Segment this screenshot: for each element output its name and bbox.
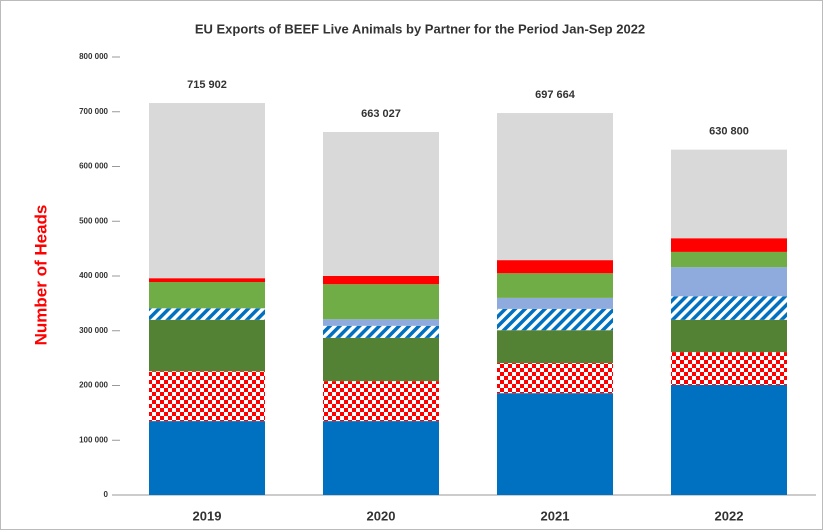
- bar-segment: [149, 103, 265, 279]
- bar-segment: [497, 113, 613, 261]
- bar-segment: [323, 319, 439, 326]
- bar-segment: [497, 330, 613, 364]
- chart-title: EU Exports of BEEF Live Animals by Partn…: [195, 21, 645, 36]
- y-tick-label: 200 000: [79, 381, 108, 390]
- bar-segment: [671, 296, 787, 320]
- bar-segment: [671, 352, 787, 385]
- bar-segment: [671, 149, 787, 239]
- bar-segment: [497, 273, 613, 298]
- total-label: 697 664: [535, 89, 576, 101]
- bar-segment: [497, 297, 613, 309]
- bar-segment: [149, 282, 265, 309]
- y-tick-label: 500 000: [79, 216, 108, 225]
- bar-segment: [149, 278, 265, 283]
- bar-segment: [323, 325, 439, 338]
- bar-segment: [149, 308, 265, 320]
- bar-segment: [323, 131, 439, 276]
- y-tick-label: 400 000: [79, 271, 108, 280]
- bar-segment: [149, 371, 265, 422]
- bar-segment: [323, 337, 439, 382]
- y-tick-label: 700 000: [79, 107, 108, 116]
- bar-segment: [323, 284, 439, 320]
- y-tick-label: 0: [104, 490, 109, 499]
- bar-segment: [149, 319, 265, 372]
- bar-segment: [323, 276, 439, 285]
- y-axis-title: Number of Heads: [31, 205, 50, 346]
- bar-segment: [671, 238, 787, 252]
- y-tick-label: 800 000: [79, 52, 108, 61]
- x-tick-label: 2022: [715, 508, 744, 523]
- bar-segment: [671, 384, 787, 495]
- bar-segment: [497, 260, 613, 274]
- bar-segment: [671, 319, 787, 353]
- y-tick-label: 100 000: [79, 435, 108, 444]
- total-label: 630 800: [709, 126, 749, 138]
- bar-segment: [497, 393, 613, 495]
- bar-segment: [497, 308, 613, 331]
- bar-segment: [323, 421, 439, 495]
- bar-segment: [671, 251, 787, 268]
- bar-segment: [323, 381, 439, 422]
- bar-segment: [497, 363, 613, 394]
- bar-segment: [671, 267, 787, 297]
- y-tick-label: 300 000: [79, 326, 108, 335]
- x-tick-label: 2019: [193, 508, 222, 523]
- y-tick-label: 600 000: [79, 162, 108, 171]
- x-tick-label: 2020: [367, 508, 396, 523]
- x-tick-label: 2021: [541, 508, 570, 523]
- total-label: 715 902: [187, 79, 227, 91]
- bar-segment: [149, 421, 265, 495]
- total-label: 663 027: [361, 108, 401, 120]
